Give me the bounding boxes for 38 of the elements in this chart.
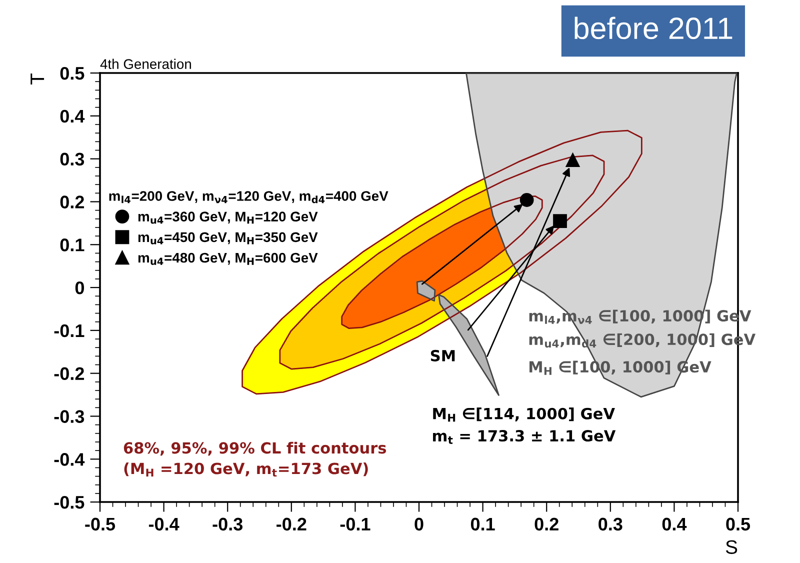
- x-tick-label: 0: [414, 518, 424, 531]
- y-tick-label: -0.5: [54, 496, 84, 509]
- y-tick-label: 0.4: [60, 110, 85, 123]
- x-tick-label: 0.2: [534, 518, 558, 531]
- x-tick-label: 0.3: [598, 518, 622, 531]
- legend-label: m$_{u4}$=360 GeV, M$_{H}$=120 GeV: [138, 212, 318, 224]
- legend-label: m$_{u4}$=450 GeV, M$_{H}$=350 GeV: [138, 232, 318, 244]
- x-tick-label: -0.5: [85, 518, 116, 531]
- x-tick-label: -0.1: [340, 518, 370, 531]
- x-axis-title: S: [726, 540, 738, 554]
- y-tick-label: 0.1: [60, 238, 84, 252]
- y-tick-label: -0.3: [54, 410, 84, 423]
- point: [520, 193, 534, 207]
- text: before 2011: [574, 16, 732, 40]
- y-tick-label: 0: [75, 281, 84, 294]
- x-tick-label: 0.5: [726, 518, 750, 531]
- y-tick-label: -0.2: [54, 367, 84, 380]
- annotation: (M$_{H}$ =120 GeV, m$_{t}$=173 GeV): [124, 462, 368, 477]
- point: [553, 214, 567, 228]
- legend-title: m$_{l4}$=200 GeV, m$_{ν4}$=120 GeV, m$_{d4}$=400 GeV: [109, 191, 388, 204]
- x-tick-label: 0.1: [470, 518, 495, 531]
- x-tick-label: -0.2: [276, 518, 306, 531]
- annotation: m$_{t}$ = 173.3 ± 1.1 GeV: [433, 430, 616, 444]
- y-tick-label: -0.4: [54, 453, 85, 466]
- point: [566, 153, 580, 168]
- x-tick-label: 0.4: [662, 518, 687, 531]
- annotation: SM: [430, 350, 455, 362]
- y-axis-title: T: [30, 73, 44, 84]
- annotation: M$_{H}$ ∈[114, 1000] GeV: [433, 408, 615, 422]
- y-tick-label: 0.5: [60, 66, 84, 80]
- y-tick-label: -0.1: [54, 324, 84, 338]
- annotation: 68%, 95%, 99% CL fit contours: [124, 442, 386, 456]
- y-tick-label: 0.3: [60, 152, 84, 166]
- x-tick-label: -0.4: [148, 518, 180, 531]
- x-tick-label: -0.3: [212, 518, 243, 531]
- chart-title: 4th Generation: [100, 58, 191, 69]
- legend-label: m$_{u4}$=480 GeV, M$_{H}$=600 GeV: [138, 252, 318, 265]
- y-tick-label: 0.2: [60, 196, 84, 208]
